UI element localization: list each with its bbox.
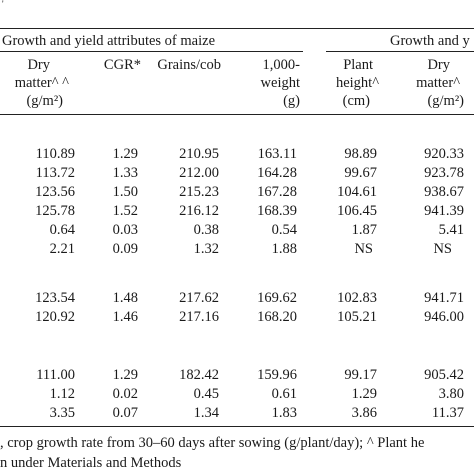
table-cell: 216.12	[179, 203, 219, 219]
col-header-dry-matter2-line3: (g/m²)	[427, 93, 464, 109]
group-header-maize: Growth and yield attributes of maize	[2, 33, 216, 49]
table-cell: 1.50	[112, 184, 138, 200]
table-cell: 3.80	[438, 386, 464, 402]
table-cell: NS	[354, 241, 373, 257]
table-cell: 98.89	[344, 146, 377, 162]
table-cell: 905.42	[424, 367, 464, 383]
table-cell: 1.88	[271, 241, 297, 257]
table-cell: 99.17	[344, 367, 377, 383]
table-bottom-rule	[0, 426, 474, 427]
table-cell: 3.86	[351, 405, 377, 421]
table-cell: 164.28	[257, 165, 297, 181]
table-cell: 123.54	[35, 290, 75, 306]
table-cell: 1.29	[112, 367, 138, 383]
table-cell: 102.83	[337, 290, 377, 306]
table-cell: 210.95	[179, 146, 219, 162]
table-cell: 167.28	[257, 184, 297, 200]
col-header-cgr: CGR*	[103, 57, 141, 73]
col-header-weight-line1: 1,000-	[262, 57, 300, 73]
table-cell: 168.39	[257, 203, 297, 219]
table-cell: 1.32	[193, 241, 219, 257]
table-cell: 106.45	[337, 203, 377, 219]
col-header-plant-height-line3: (cm)	[342, 93, 370, 109]
table-cell: 941.39	[424, 203, 464, 219]
table-cell: 1.48	[112, 290, 138, 306]
table-cell: 1.29	[351, 386, 377, 402]
table-cell: 163.11	[257, 146, 297, 162]
group-rule-maize	[0, 51, 303, 52]
col-header-dry-matter2-line1: Dry	[427, 57, 450, 73]
table-cell: 125.78	[35, 203, 75, 219]
table-cell: 104.61	[337, 184, 377, 200]
table-cell: 215.23	[179, 184, 219, 200]
table-cell: 11.37	[431, 405, 464, 421]
col-header-weight-line2: weight	[260, 75, 300, 91]
table-cell: 0.07	[112, 405, 138, 421]
table-cell: 99.67	[344, 165, 377, 181]
table-cell: 0.38	[193, 222, 219, 238]
footnote-line-2: n under Materials and Methods	[0, 455, 182, 471]
table-cell: 159.96	[257, 367, 297, 383]
table-cell: 938.67	[424, 184, 464, 200]
table-cell: 120.92	[35, 309, 75, 325]
footnote-line-1: , crop growth rate from 30–60 days after…	[0, 435, 425, 451]
table-cell: 182.42	[179, 367, 219, 383]
table-cell: 1.83	[271, 405, 297, 421]
table-cell: 941.71	[424, 290, 464, 306]
table-cell: 169.62	[257, 290, 297, 306]
col-header-grains-cob: Grains/cob	[157, 57, 221, 73]
table-cell: 1.12	[49, 386, 75, 402]
table-cell: 0.64	[49, 222, 75, 238]
table-cell: 217.16	[179, 309, 219, 325]
table-cell: 1.34	[193, 405, 219, 421]
col-header-dry-matter-line1: Dry	[27, 57, 50, 73]
group-rule-second	[326, 51, 474, 52]
top-mark: '	[2, 0, 4, 9]
col-header-plant-height-line2: height^	[335, 75, 379, 91]
table-cell: 1.46	[112, 309, 138, 325]
col-header-dry-matter-line3: (g/m²)	[26, 93, 63, 109]
table-cell: 212.00	[179, 165, 219, 181]
col-header-plant-height-line1: Plant	[343, 57, 373, 73]
table-cell: NS	[433, 241, 452, 257]
table-cell: 923.78	[424, 165, 464, 181]
table-cell: 920.33	[424, 146, 464, 162]
table-cell: 217.62	[179, 290, 219, 306]
col-header-dry-matter-line2: matter^ ^	[14, 75, 69, 91]
table-cell: 1.29	[112, 146, 138, 162]
table-cell: 123.56	[35, 184, 75, 200]
table-cell: 0.03	[112, 222, 138, 238]
table-cell: 946.00	[424, 309, 464, 325]
table-cell: 1.52	[112, 203, 138, 219]
header-bottom-rule	[0, 114, 474, 115]
col-header-weight-line3: (g)	[283, 93, 300, 109]
table-top-rule	[0, 28, 474, 29]
group-header-second: Growth and y	[390, 33, 470, 49]
col-header-dry-matter2-line2: matter^	[416, 75, 460, 91]
table-cell: 0.02	[112, 386, 138, 402]
table-cell: 111.00	[36, 367, 75, 383]
table-cell: 0.54	[271, 222, 297, 238]
table-cell: 105.21	[337, 309, 377, 325]
table-cell: 113.72	[35, 165, 75, 181]
table-cell: 0.61	[271, 386, 297, 402]
table-cell: 0.09	[112, 241, 138, 257]
table-cell: 0.45	[193, 386, 219, 402]
table-cell: 168.20	[257, 309, 297, 325]
table-cell: 3.35	[49, 405, 75, 421]
table-cell: 110.89	[35, 146, 75, 162]
table-cell: 1.87	[351, 222, 377, 238]
table-cell: 5.41	[438, 222, 464, 238]
table-cell: 2.21	[49, 241, 75, 257]
table-cell: 1.33	[112, 165, 138, 181]
